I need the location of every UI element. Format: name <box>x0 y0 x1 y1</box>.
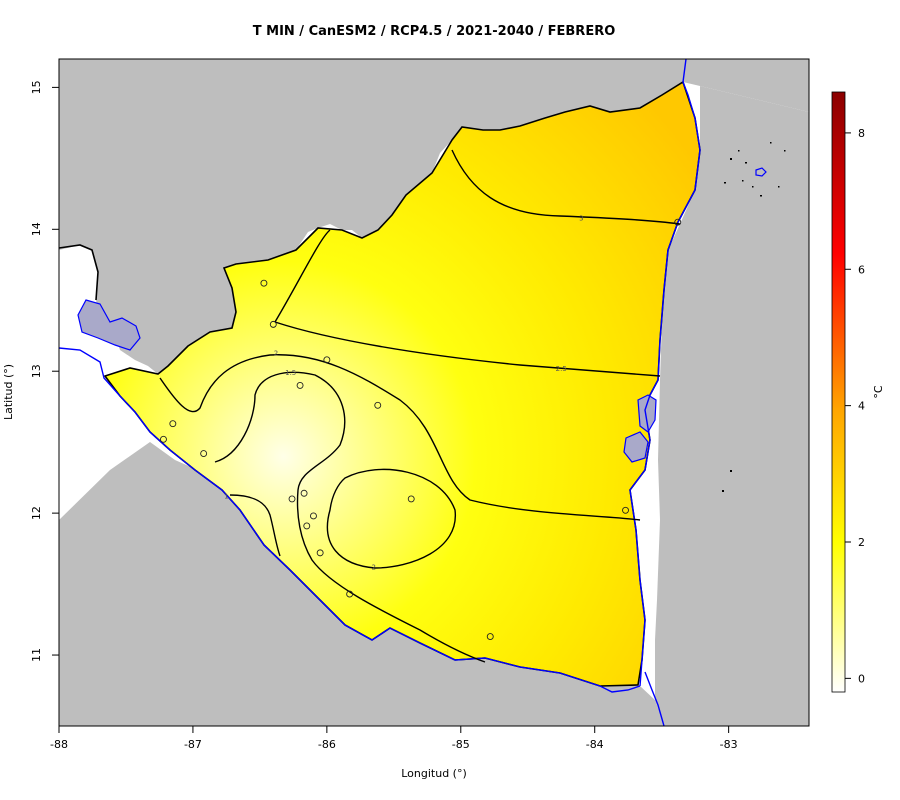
colorbar-ticks: 0 2 4 6 8 <box>845 127 865 685</box>
island-cays <box>755 167 767 177</box>
contour-1 <box>229 494 281 557</box>
x-tick-label: -87 <box>184 738 202 751</box>
x-tick-label: -83 <box>720 738 738 751</box>
y-tick-label: 15 <box>30 80 43 94</box>
station-marker <box>260 279 268 287</box>
plot-frame <box>58 58 810 727</box>
caribbean-coastline <box>629 59 701 687</box>
station-marker <box>486 633 494 641</box>
lagoon-bluefields <box>623 431 649 463</box>
contour-3 <box>451 149 681 225</box>
legend-unit: °C <box>872 385 885 399</box>
x-tick-label: -86 <box>318 738 336 751</box>
station-marker <box>310 512 317 520</box>
contour-label: 2 <box>371 564 375 572</box>
colorbar-tick-label: 2 <box>858 536 865 549</box>
contour-label: 2 <box>274 349 278 357</box>
y-axis: 11 12 13 14 15 <box>30 80 59 662</box>
station-marker <box>288 495 296 503</box>
pacific-coastline <box>59 347 641 693</box>
honduras-border <box>59 244 99 301</box>
station-marker <box>346 590 354 598</box>
station-marker <box>296 381 304 389</box>
contour-2-5 <box>274 229 661 377</box>
colorbar-tick-label: 0 <box>858 672 865 685</box>
station-markers <box>160 218 682 641</box>
honduras-landmass <box>59 59 809 374</box>
colorbar-tick-label: 6 <box>858 263 865 276</box>
y-tick-label: 11 <box>30 648 43 662</box>
color-legend: 0 2 4 6 8 °C <box>831 91 885 693</box>
station-marker <box>300 489 308 497</box>
colorbar-tick-label: 8 <box>858 127 865 140</box>
station-marker <box>316 549 324 557</box>
station-marker <box>160 435 167 443</box>
caribbean-islets <box>722 142 786 492</box>
caribbean-coastline-south <box>644 671 665 726</box>
contour-1-5 <box>214 371 486 663</box>
chart-title: T MIN / CanESM2 / RCP4.5 / 2021-2040 / F… <box>253 24 616 39</box>
contour-label: 1.5 <box>285 369 296 377</box>
station-marker <box>169 420 177 428</box>
x-tick-label: -88 <box>50 738 68 751</box>
colorbar-tick-label: 4 <box>858 400 865 413</box>
costa-rica-landmass <box>59 442 665 726</box>
station-marker <box>674 218 682 226</box>
contour-label: 3 <box>579 214 583 222</box>
y-tick-label: 12 <box>30 506 43 520</box>
station-marker <box>303 522 311 530</box>
lagoon-pearl <box>637 394 657 433</box>
y-axis-label: Latitud (°) <box>2 364 15 420</box>
station-marker <box>622 506 629 514</box>
contour-label-group: 1 1.5 2 2 2.5 3 <box>224 214 583 571</box>
y-tick-label: 13 <box>30 364 43 378</box>
x-tick-label: -84 <box>586 738 604 751</box>
y-tick-label: 14 <box>30 222 43 236</box>
x-tick-label: -85 <box>452 738 470 751</box>
contour-label: 2.5 <box>556 365 567 373</box>
contour-label: 1 <box>224 493 228 501</box>
colorbar <box>831 91 846 693</box>
contour-2-outer <box>159 354 641 521</box>
contour-lines <box>159 149 681 663</box>
station-marker <box>200 450 208 457</box>
station-marker <box>269 320 277 328</box>
caribbean-area <box>655 86 809 726</box>
x-axis: -88 -87 -86 -85 -84 -83 <box>50 726 738 751</box>
gulf-of-fonseca <box>77 299 141 351</box>
x-axis-label: Longitud (°) <box>401 767 467 780</box>
station-marker <box>374 401 382 409</box>
station-marker <box>407 495 415 503</box>
contour-2-inner <box>326 468 456 569</box>
station-marker <box>323 356 331 364</box>
